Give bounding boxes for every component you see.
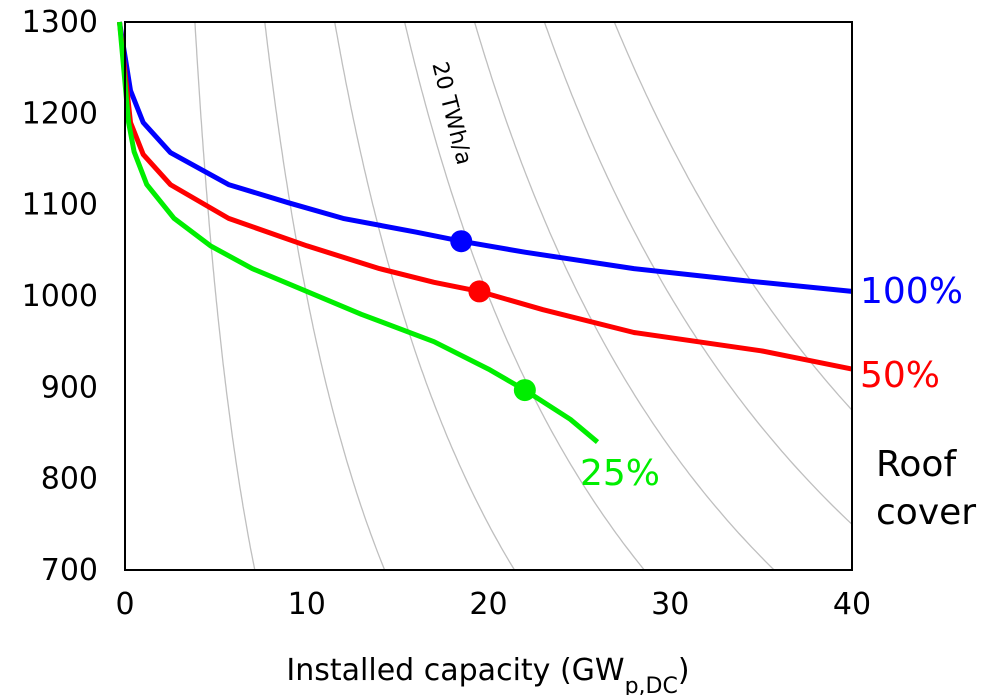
series-line-2 <box>117 21 600 445</box>
series-markers <box>450 230 536 402</box>
iso-line-5-twh <box>194 22 256 570</box>
plot-frame <box>124 21 853 571</box>
x-tick-label-2: 20 <box>469 587 507 622</box>
y-tick-label-0: 700 <box>41 553 98 588</box>
y-tick-label-2: 900 <box>41 370 98 405</box>
x-axis-ticks: 0 10 20 30 40 <box>115 587 871 622</box>
series-label-1: 50% <box>860 355 940 396</box>
series-marker-2 <box>513 379 536 402</box>
iso-line-annotation: 20 TWh/a <box>426 59 476 167</box>
y-tick-label-3: 1000 <box>22 279 98 314</box>
iso-energy-lines <box>194 22 852 570</box>
iso-line-35-twh <box>613 22 852 412</box>
series-labels: 100% 50% 25% <box>580 271 963 494</box>
iso-line-30-twh <box>543 22 852 526</box>
x-axis-title-subscript: p,DC <box>625 674 678 695</box>
iso-line-25-twh <box>473 22 775 570</box>
series-marker-0 <box>450 230 473 253</box>
series-line-0 <box>117 21 853 294</box>
y-tick-label-5: 1200 <box>22 96 98 131</box>
series-label-2: 25% <box>580 453 660 494</box>
x-axis-title: Installed capacity (GWp,DC) <box>286 653 689 695</box>
x-tick-label-0: 0 <box>115 587 134 622</box>
series-line-1 <box>117 21 853 372</box>
iso-line-15-twh <box>334 22 516 570</box>
x-tick-label-4: 40 <box>833 587 871 622</box>
iso-line-10-twh <box>264 22 386 570</box>
y-tick-label-1: 800 <box>41 462 98 497</box>
legend-title-line1: Roof <box>876 444 957 485</box>
x-axis-title-suffix: ) <box>678 653 690 688</box>
x-tick-label-3: 30 <box>651 587 689 622</box>
series-lines <box>117 21 853 445</box>
x-axis-title-main: Installed capacity (GW <box>286 653 624 688</box>
y-tick-label-6: 1300 <box>22 5 98 40</box>
series-label-0: 100% <box>860 271 963 312</box>
series-marker-1 <box>468 280 491 303</box>
x-tick-label-1: 10 <box>288 587 326 622</box>
legend-title-line2: cover <box>876 492 976 533</box>
y-axis-ticks: 700 800 900 1000 1100 1200 1300 <box>22 5 98 588</box>
y-tick-label-4: 1100 <box>22 188 98 223</box>
